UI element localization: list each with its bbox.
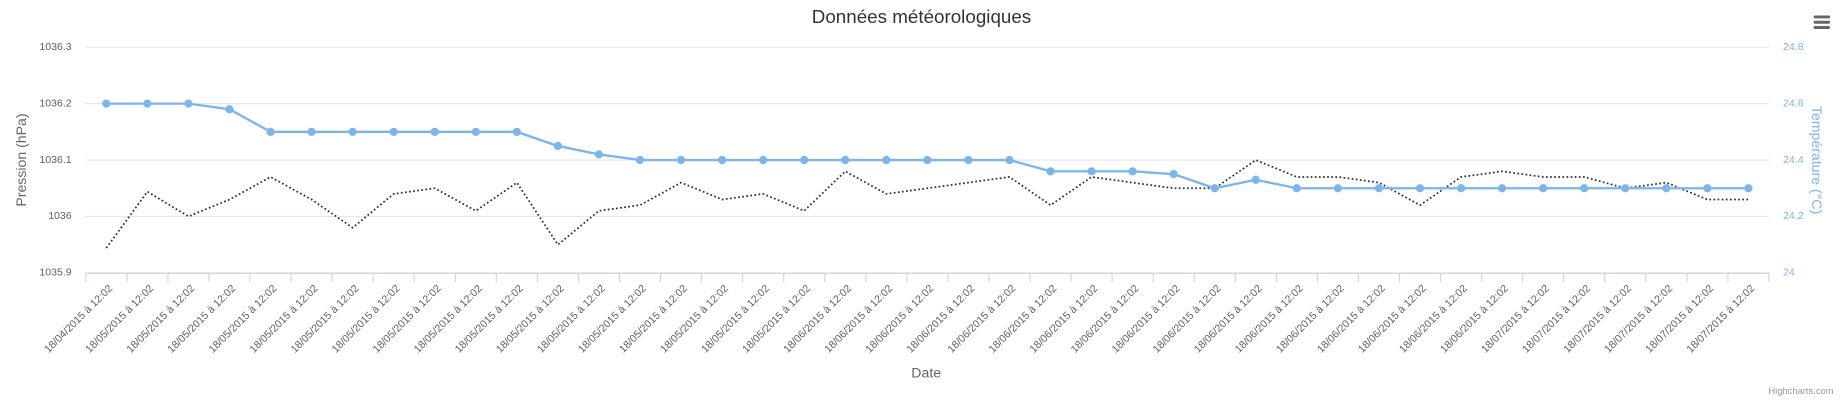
- data-point: [923, 155, 932, 165]
- y2-tick-label: 24.2: [1783, 210, 1804, 222]
- data-point: [759, 155, 768, 165]
- data-point: [225, 105, 234, 114]
- credits[interactable]: Highcharts.com: [1768, 385, 1833, 396]
- y2-tick-label: 24.8: [1783, 41, 1804, 53]
- y-tick-label: 1036.1: [39, 154, 71, 166]
- data-point: [1374, 184, 1384, 193]
- data-point: [348, 127, 357, 136]
- data-point: [1456, 184, 1466, 193]
- data-point: [143, 99, 152, 108]
- data-point: [1621, 184, 1630, 193]
- data-point: [1662, 184, 1671, 193]
- menu-button[interactable]: [1813, 15, 1831, 29]
- data-point: [1169, 170, 1178, 179]
- data-point: [1005, 155, 1014, 165]
- data-point: [266, 127, 275, 136]
- y-tick-label: 1036: [48, 210, 72, 222]
- x-tick-label: 18/04/2015 à 12:02: [42, 283, 115, 356]
- data-point: [1128, 167, 1137, 176]
- data-point: [471, 127, 480, 136]
- y-tick-label: 1036.3: [39, 41, 71, 53]
- data-point: [1087, 167, 1096, 176]
- data-point: [1415, 184, 1425, 193]
- data-point: [1251, 175, 1260, 184]
- data-point: [1539, 184, 1548, 193]
- x-axis-title: Date: [911, 365, 941, 381]
- data-point: [1744, 184, 1753, 193]
- data-point: [1292, 184, 1301, 193]
- data-point: [718, 155, 727, 165]
- data-point: [1580, 184, 1589, 193]
- data-point: [1333, 184, 1343, 193]
- series-line: [105, 159, 1749, 249]
- data-point: [102, 99, 111, 108]
- data-point: [635, 155, 645, 165]
- data-point: [1046, 167, 1055, 176]
- data-point: [1703, 184, 1712, 193]
- data-point: [553, 141, 563, 151]
- data-point: [964, 155, 973, 165]
- y2-tick-label: 24.4: [1783, 154, 1804, 166]
- data-point: [1497, 184, 1507, 193]
- data-point: [841, 155, 850, 165]
- y2-tick-label: 24: [1783, 267, 1795, 279]
- data-point: [389, 127, 398, 136]
- data-point: [512, 127, 521, 136]
- y-tick-label: 1035.9: [39, 267, 71, 279]
- data-point: [594, 150, 604, 159]
- data-point: [800, 155, 809, 165]
- chart-title: Données météorologiques: [812, 6, 1031, 27]
- y2-axis-title: Température (°C): [1809, 106, 1825, 214]
- data-point: [676, 155, 686, 165]
- series-line: [106, 102, 1749, 190]
- y-axis-title: Pression (hPa): [13, 113, 29, 206]
- data-point: [882, 155, 891, 165]
- y-tick-label: 1036.2: [39, 97, 71, 109]
- data-point: [430, 127, 439, 136]
- y2-tick-label: 24.6: [1783, 97, 1804, 109]
- data-point: [1210, 184, 1219, 193]
- data-point: [184, 99, 193, 108]
- data-point: [307, 127, 316, 136]
